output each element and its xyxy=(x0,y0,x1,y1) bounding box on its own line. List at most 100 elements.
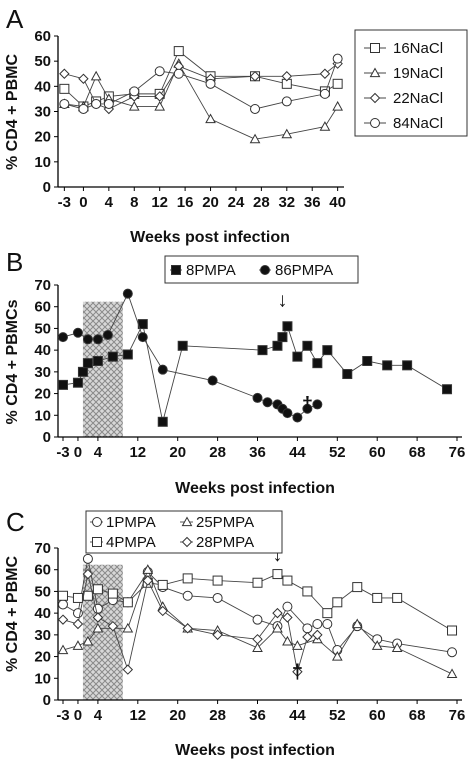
panel-a: A 0 10 20 30 40 50 60 -3 0 4 8 12 16 20 24 28 32 36 40 % C… xyxy=(4,4,468,246)
legend-c-marker xyxy=(181,516,193,527)
panel-a-xtick-label: 8 xyxy=(130,194,138,211)
panel-b-series-8PMPA-point xyxy=(322,345,333,356)
panel-b-series-86PMPA-point xyxy=(312,399,323,410)
legend-b-marker xyxy=(171,265,181,275)
panel-c-series-28PMPA-line xyxy=(62,573,318,672)
panel-c-xtick-label: 52 xyxy=(329,707,346,724)
panel-c-series-28PMPA-point xyxy=(157,605,168,617)
panel-b-xlabel: Weeks post infection xyxy=(175,480,335,497)
panel-a-series-84NaCl-point xyxy=(154,66,165,77)
panel-c-series-4PMPA-point xyxy=(252,577,263,588)
panel-a-series-22NaCl-point xyxy=(59,68,70,79)
panel-a-series-16NaCl-point xyxy=(332,78,343,89)
panel-a-series-84NaCl-point xyxy=(103,98,114,109)
panel-c-series-4PMPA-point xyxy=(157,579,168,590)
panel-b-series-8PMPA-point xyxy=(342,369,353,380)
panel-a-xtick-label: 0 xyxy=(79,194,87,211)
panel-b-series-8PMPA-point xyxy=(302,340,313,351)
panel-c-series-28PMPA-point xyxy=(272,607,283,619)
legend-c-marker xyxy=(92,537,102,547)
panel-c-series-25PMPA-point xyxy=(82,635,94,646)
panel-b-xtick-label: 36 xyxy=(249,444,266,461)
panel-b-series-86PMPA-point xyxy=(262,397,273,408)
panel-a-series-22NaCl-point xyxy=(281,71,293,82)
panel-c-series-25PMPA-point xyxy=(72,640,84,650)
panel-c-series-4PMPA-point xyxy=(72,592,83,603)
panel-b-series-8PMPA-point xyxy=(277,332,288,343)
legend-c-marker xyxy=(181,536,193,548)
panel-b-ytick-label: 10 xyxy=(34,407,51,424)
panel-a-xtick-label: 12 xyxy=(151,194,168,211)
panel-a-series-19NaCl-point xyxy=(281,128,293,139)
panel-a-ylabel: % CD4 + PBMC xyxy=(4,54,21,170)
panel-b-xtick-label: 20 xyxy=(169,444,186,461)
panel-c-series-4PMPA-point xyxy=(332,597,343,608)
panel-a-series-84NaCl-point xyxy=(59,98,70,109)
panel-a-xlabel: Weeks post infection xyxy=(130,229,290,246)
panel-a-xtick-label: 28 xyxy=(253,194,270,211)
panel-c-ytick-label: 0 xyxy=(43,692,51,709)
panel-c-annotation: † xyxy=(292,661,303,683)
panel-c-series-28PMPA-point xyxy=(82,568,94,580)
panel-c-series-28PMPA-point xyxy=(312,629,323,641)
panel-c-series-28PMPA-point xyxy=(252,633,263,645)
panel-b-xtick-label: -3 xyxy=(56,444,69,461)
panel-b-xtick-label: 0 xyxy=(74,444,82,461)
legend-a-marker xyxy=(369,67,381,78)
panel-b-series-86PMPA-point xyxy=(72,327,83,338)
panel-c-series-1PMPA-point xyxy=(182,590,193,601)
panel-c-xtick-label: 12 xyxy=(129,707,146,724)
panel-a-series-19NaCl-point xyxy=(332,100,343,111)
panel-b-series-86PMPA-point xyxy=(292,412,303,423)
panel-c-series-4PMPA-point xyxy=(372,592,383,603)
panel-c-series-1PMPA-point xyxy=(82,553,93,564)
panel-c-series-25PMPA-point xyxy=(57,644,69,655)
panel-b-treatment-band xyxy=(82,301,123,437)
panel-a-series-16NaCl-point xyxy=(59,83,70,94)
panel-b-ytick-label: 30 xyxy=(34,364,51,381)
panel-a-series-22NaCl-point xyxy=(78,73,89,84)
legend-a-item-3: 22NaCl xyxy=(393,90,443,107)
panel-c-legend: 1PMPA 25PMPA 4PMPA 28PMPA xyxy=(85,510,283,554)
panel-c-xlabel: Weeks post infection xyxy=(175,742,335,759)
panel-a-ytick-label: 40 xyxy=(34,78,51,95)
panel-a-legend: 16NaCl 19NaCl 22NaCl 84NaCl xyxy=(354,29,468,137)
legend-c-item-2: 25PMPA xyxy=(196,514,254,531)
panel-c-xtick-label: -3 xyxy=(56,707,69,724)
panel-a-series-22NaCl-point xyxy=(249,71,261,82)
panel-a-series-19NaCl-point xyxy=(90,70,102,81)
panel-b-series-8PMPA-point xyxy=(442,384,453,395)
panel-b-series-86PMPA-point xyxy=(82,334,93,345)
panel-a-ytick-label: 10 xyxy=(34,154,51,171)
panel-c-series-4PMPA-point xyxy=(392,592,403,603)
panel-a-series-84NaCl-point xyxy=(173,68,184,79)
panel-c-series-4PMPA-point xyxy=(212,575,223,586)
panel-b-ytick-label: 0 xyxy=(43,429,51,446)
panel-a-series-22NaCl-point xyxy=(154,91,165,102)
legend-c-item-4: 28PMPA xyxy=(196,534,254,551)
panel-c-series-25PMPA-point xyxy=(92,622,104,633)
panel-b-series-86PMPA-point xyxy=(282,408,293,419)
panel-b-series-8PMPA-point xyxy=(292,351,303,362)
panel-b-ytick-label: 70 xyxy=(34,277,51,294)
panel-a-series-19NaCl-point xyxy=(154,100,166,111)
panel-c-series-4PMPA-point xyxy=(107,588,118,599)
panel-c-series-28PMPA-point xyxy=(122,664,134,675)
panel-a-series-19NaCl-point xyxy=(205,113,216,124)
panel-c-series-4PMPA-point xyxy=(302,586,313,597)
panel-b-series-8PMPA-point xyxy=(177,340,188,351)
panel-b-series-86PMPA-point xyxy=(302,403,313,414)
panel-c-xtick-label: 68 xyxy=(409,707,426,724)
panel-a-legend-markers xyxy=(364,43,386,128)
panel-b-letter: B xyxy=(6,247,23,277)
panel-a-series-84NaCl-point xyxy=(78,103,89,114)
legend-b-item-2: 86PMPA xyxy=(275,262,333,279)
panel-c-series-4PMPA-point xyxy=(322,608,333,619)
legend-c-marker xyxy=(92,517,102,527)
panel-c-series-4PMPA-point xyxy=(282,575,293,586)
panel-b-xtick-label: 60 xyxy=(369,444,386,461)
panel-b-series-86PMPA-point xyxy=(252,392,263,403)
